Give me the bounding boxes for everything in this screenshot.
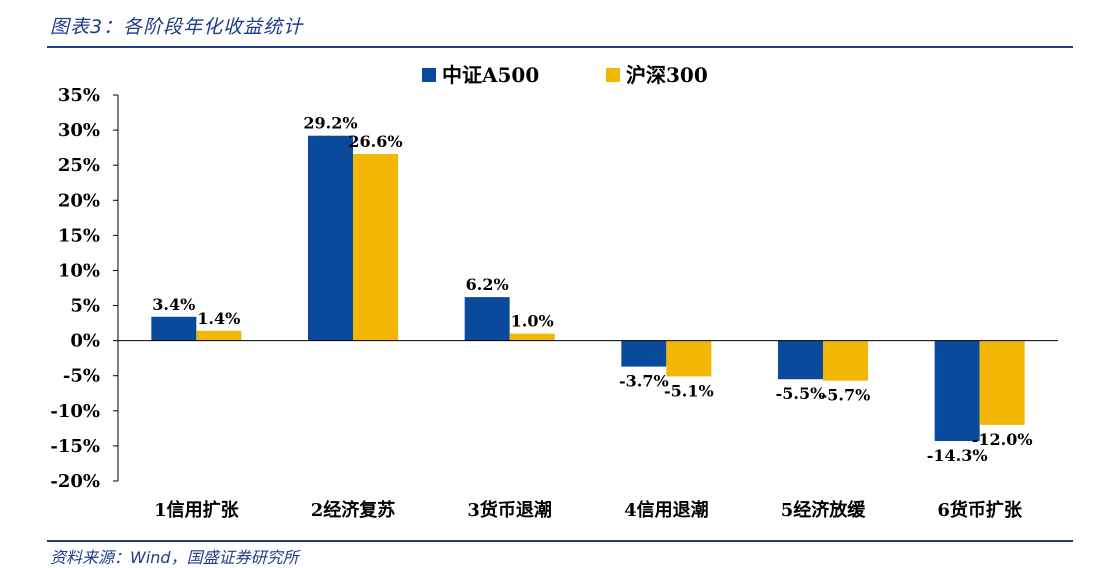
y-tick-label: 20% [58, 190, 100, 211]
figure-title: 图表3：各阶段年化收益统计 [50, 16, 304, 38]
x-category-label: 3货币退潮 [467, 499, 552, 521]
y-tick-label: 15% [58, 225, 100, 246]
legend-label-csi-a500: 中证A500 [442, 63, 539, 87]
data-label: -5.5% [776, 384, 826, 403]
y-tick-label: 10% [58, 260, 100, 281]
bar-csi-a500 [464, 297, 510, 341]
y-tick-label: 30% [58, 120, 100, 141]
x-category-label: 6货币扩张 [937, 499, 1023, 521]
bar-csi-a500 [308, 135, 353, 341]
bar-csi-300 [979, 340, 1025, 425]
bar-csi-300 [196, 330, 242, 341]
y-tick-label: -15% [50, 436, 100, 457]
bar-csi-300 [509, 333, 555, 341]
x-category-label: 2经济复苏 [311, 499, 396, 521]
header-rule [47, 46, 1073, 48]
footer-rule [47, 540, 1073, 542]
legend-swatch-csi-a500 [422, 68, 436, 82]
data-label: 6.2% [466, 275, 509, 294]
y-tick-label: 35% [58, 85, 100, 106]
bar-csi-300 [353, 153, 398, 341]
x-category-label: 4信用退潮 [624, 499, 709, 521]
data-label: -14.3% [927, 446, 988, 465]
data-label: -12.0% [972, 430, 1033, 449]
figure-header: 图表3：各阶段年化收益统计 [0, 0, 1117, 48]
y-tick-label: 5% [70, 296, 100, 317]
x-category-label: 5经济放缓 [781, 499, 867, 521]
y-tick-label: 0% [70, 331, 100, 352]
legend-swatch-csi-300 [606, 68, 620, 82]
data-label: -3.7% [619, 372, 669, 391]
data-label: 3.4% [152, 295, 195, 314]
bar-csi-300 [823, 340, 868, 381]
bar-chart: 35% 30% 25% 20% 15% 10% 5% 0% -5% -10% -15% -20% 3.4… [50, 63, 1058, 521]
figure-source: 资料来源：Wind，国盛证券研究所 [50, 548, 299, 567]
bar-csi-300 [666, 340, 712, 377]
bar-csi-a500 [621, 340, 667, 367]
x-category-label: 1信用扩张 [154, 499, 240, 521]
y-tick-label: -20% [50, 471, 100, 492]
legend-label-csi-300: 沪深300 [626, 63, 708, 87]
bar-csi-a500 [151, 316, 197, 341]
y-tick-label: 25% [58, 155, 100, 176]
data-label: 1.4% [197, 309, 240, 328]
data-label: 1.0% [511, 312, 554, 331]
data-label: 29.2% [303, 114, 357, 133]
data-label: -5.1% [664, 381, 714, 400]
data-label: -5.7% [821, 386, 871, 405]
bar-csi-a500 [934, 340, 980, 441]
bar-csi-a500 [778, 340, 823, 380]
y-tick-label: -10% [50, 401, 100, 422]
data-label: 26.6% [348, 132, 402, 151]
y-tick-label: -5% [63, 366, 100, 387]
